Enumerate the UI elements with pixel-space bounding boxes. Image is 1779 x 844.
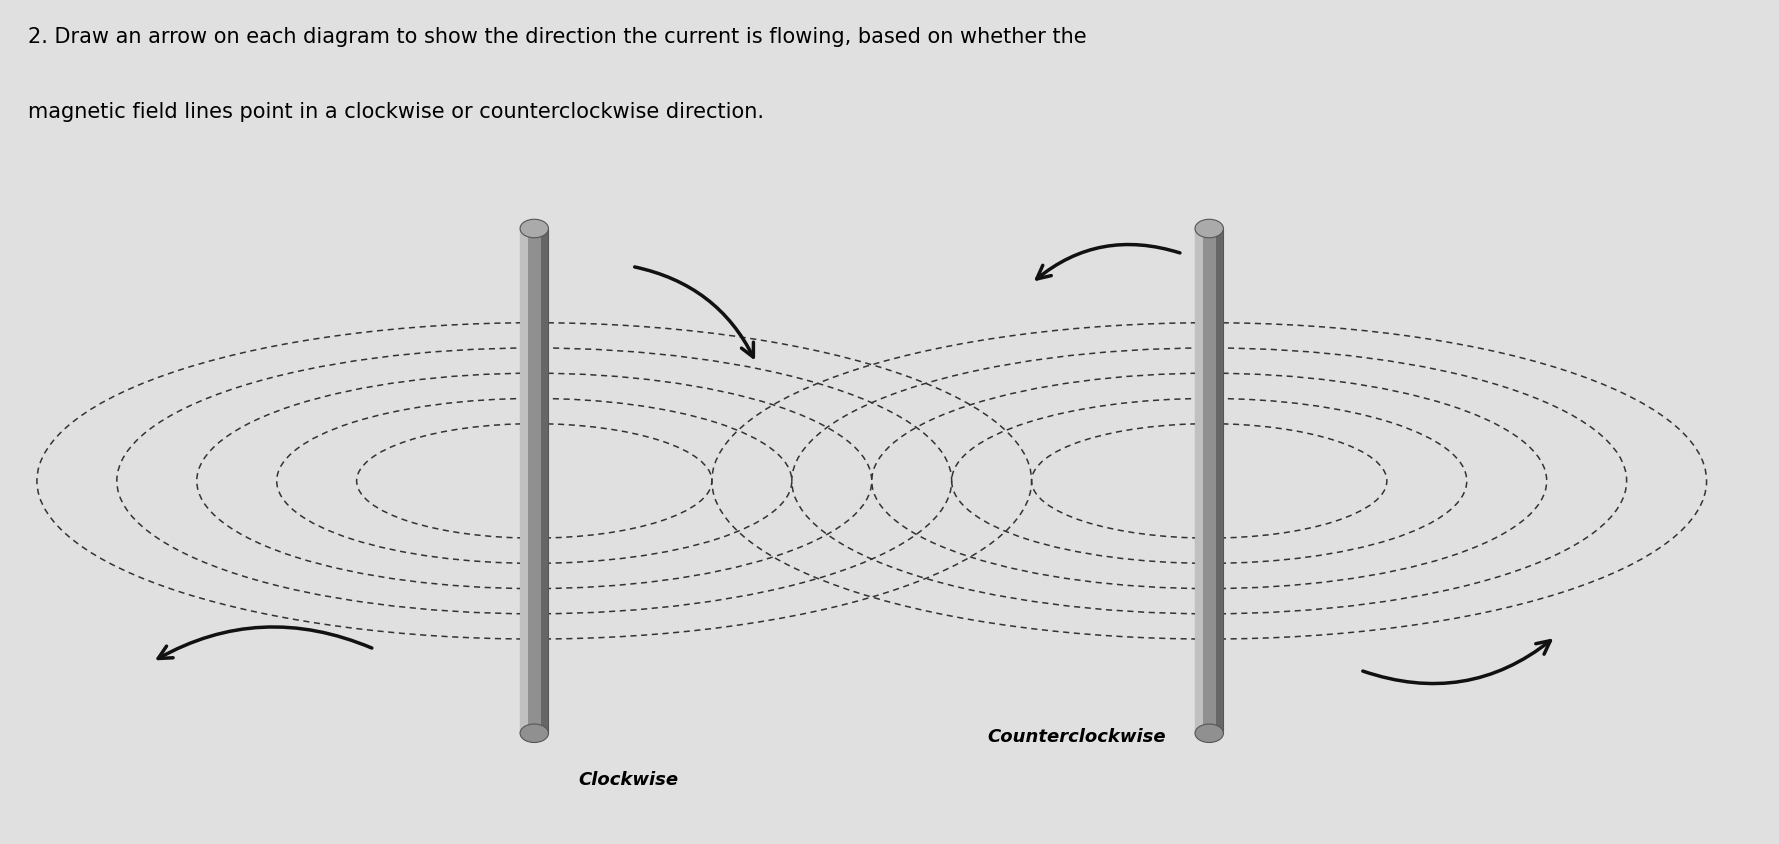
Bar: [1195, 229, 1224, 733]
Ellipse shape: [1195, 219, 1224, 238]
Bar: [1195, 229, 1203, 733]
Bar: [1217, 229, 1224, 733]
Text: Clockwise: Clockwise: [578, 771, 680, 788]
Ellipse shape: [519, 724, 548, 743]
Text: magnetic field lines point in a clockwise or counterclockwise direction.: magnetic field lines point in a clockwis…: [28, 102, 763, 122]
Bar: [519, 229, 528, 733]
Ellipse shape: [1195, 724, 1224, 743]
Text: 2. Draw an arrow on each diagram to show the direction the current is flowing, b: 2. Draw an arrow on each diagram to show…: [28, 27, 1087, 46]
Ellipse shape: [519, 219, 548, 238]
Text: Counterclockwise: Counterclockwise: [987, 728, 1165, 746]
Bar: [541, 229, 548, 733]
Bar: [519, 229, 548, 733]
